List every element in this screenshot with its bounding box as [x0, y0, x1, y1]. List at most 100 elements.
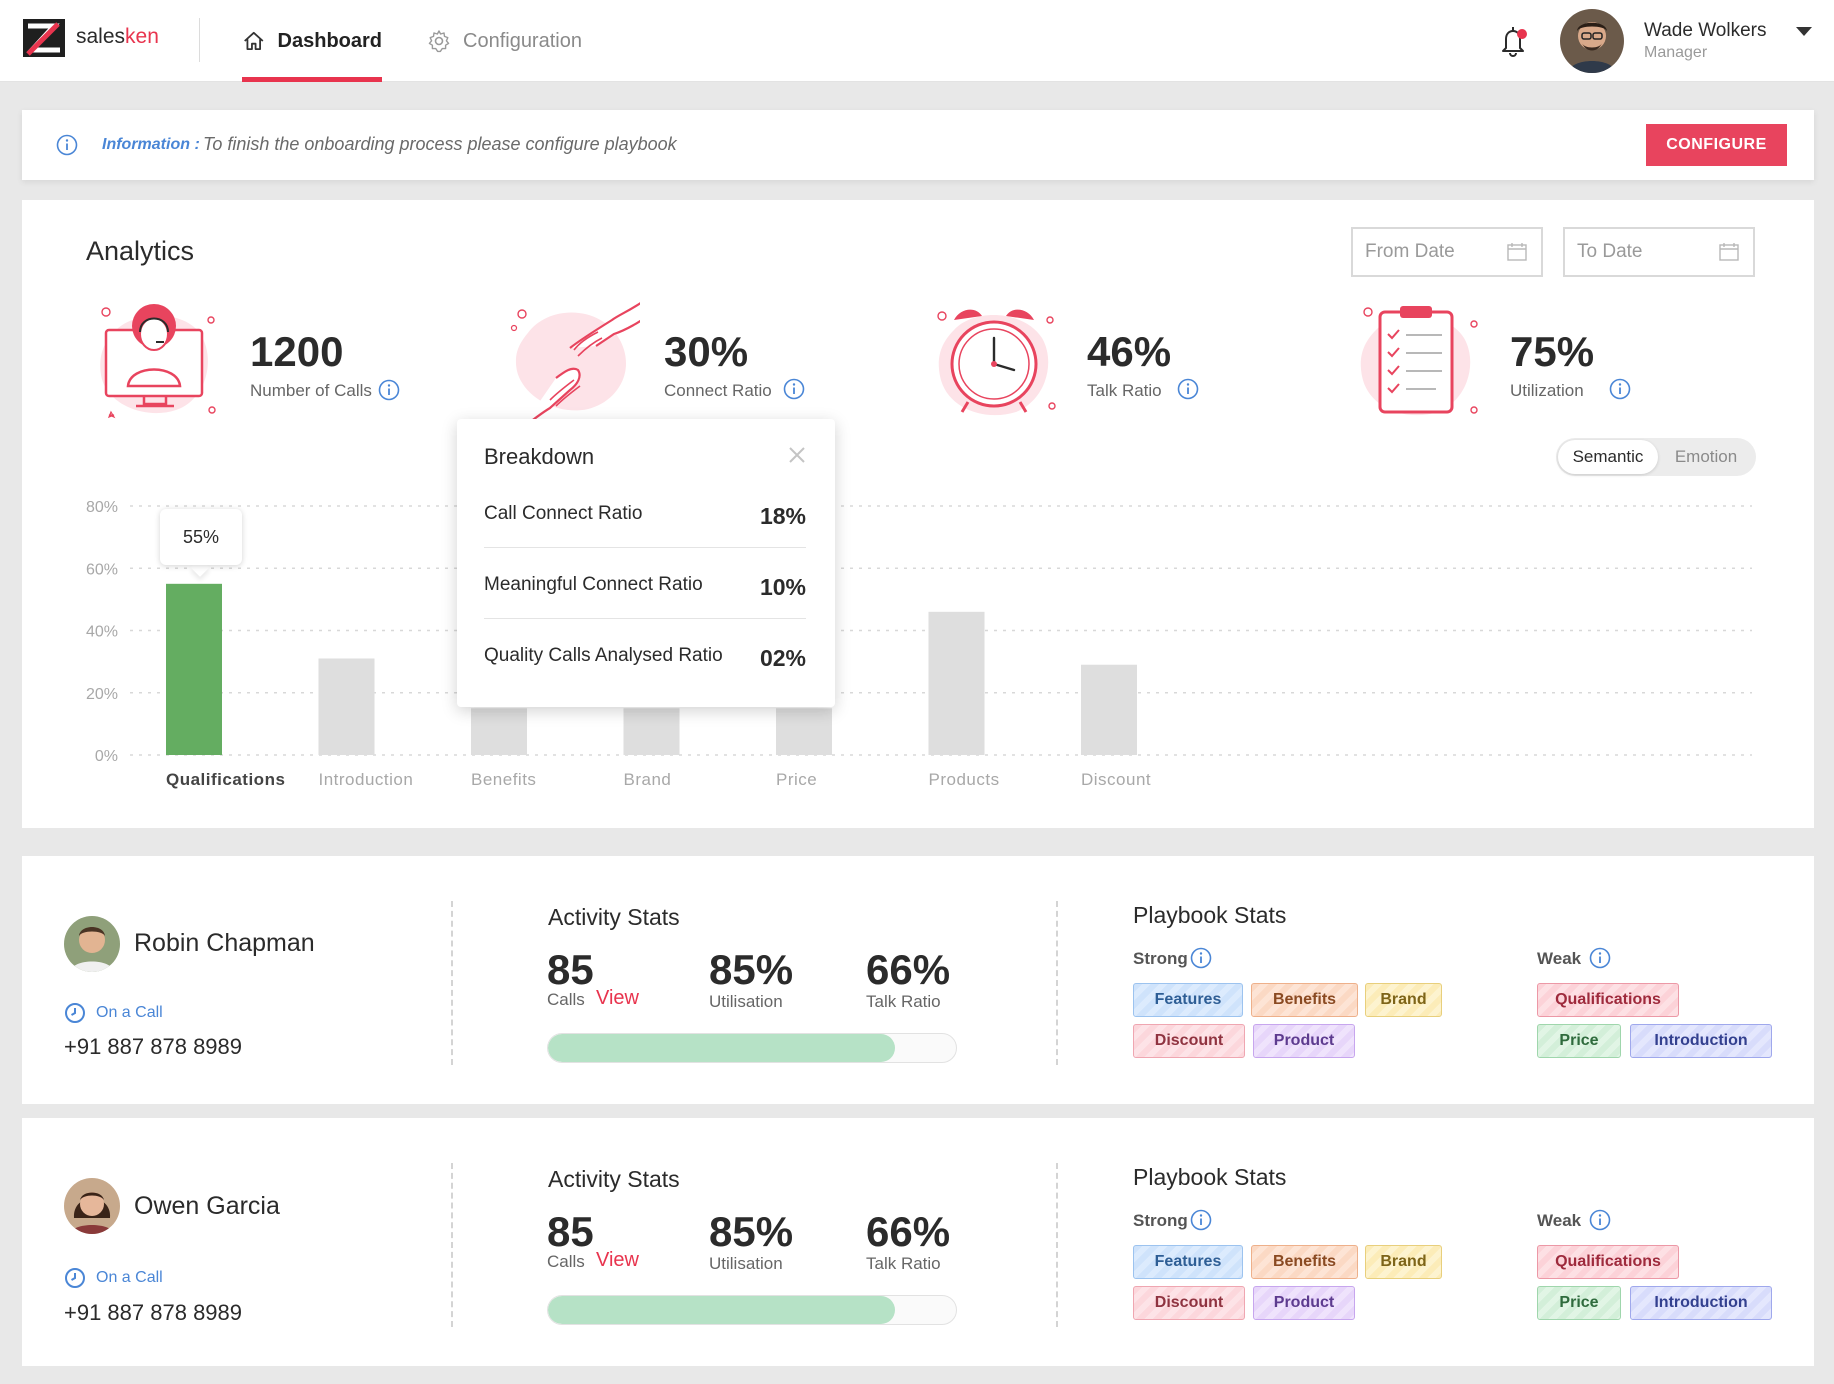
agent-phone: +91 887 878 8989 — [64, 1034, 243, 1059]
alarm-clock-illustration-icon — [937, 309, 1056, 416]
strong-tag[interactable]: Features — [1133, 983, 1243, 1017]
utilisation-label: Utilisation — [709, 1254, 783, 1273]
weak-tag[interactable]: Qualifications — [1537, 983, 1679, 1017]
user-role: Manager — [1644, 44, 1708, 61]
banner-message: To finish the onboarding process please … — [203, 134, 677, 154]
strong-tag[interactable]: Brand — [1365, 983, 1442, 1017]
strong-tag[interactable]: Brand — [1365, 1245, 1442, 1279]
breakdown-row-label: Call Connect Ratio — [484, 503, 643, 524]
section-divider — [451, 901, 453, 1065]
kpi-utilization-label: Utilization — [1510, 381, 1584, 400]
handshake-illustration-icon — [510, 302, 640, 430]
breakdown-row-label: Quality Calls Analysed Ratio — [484, 645, 723, 666]
brand-name-suffix: ken — [125, 25, 159, 48]
brand-name: salesken — [76, 25, 159, 49]
info-icon[interactable] — [1589, 947, 1611, 969]
calendar-icon[interactable] — [1507, 243, 1527, 261]
agent-avatar-image — [64, 916, 120, 972]
info-banner — [22, 110, 1814, 180]
utilisation-progress-bar — [547, 1033, 957, 1063]
strong-label: Strong — [1133, 1211, 1188, 1230]
info-icon[interactable] — [1177, 378, 1199, 400]
agent-phone: +91 887 878 8989 — [64, 1300, 243, 1325]
strong-tag[interactable]: Discount — [1133, 1286, 1245, 1320]
kpi-connect-label: Connect Ratio — [664, 381, 772, 400]
view-calls-link[interactable]: View — [596, 987, 639, 1009]
section-divider — [451, 1163, 453, 1327]
clock-icon — [65, 1003, 85, 1023]
user-name: Wade Wolkers — [1644, 20, 1767, 41]
tab-dashboard[interactable]: Dashboard — [242, 0, 382, 82]
strong-tag[interactable]: Product — [1253, 1024, 1355, 1058]
info-icon[interactable] — [1609, 378, 1631, 400]
top-bar — [0, 0, 1834, 82]
analytics-title: Analytics — [86, 236, 195, 266]
agent-avatar[interactable] — [64, 1178, 120, 1234]
strong-tag[interactable]: Benefits — [1251, 1245, 1358, 1279]
kpi-talk-ratio-value: 46% — [1087, 328, 1172, 375]
tab-configuration-label: Configuration — [463, 29, 582, 52]
agent-status: On a Call — [96, 1004, 163, 1021]
weak-tag[interactable]: Price — [1537, 1286, 1621, 1320]
breakdown-row-value: 10% — [759, 574, 806, 600]
weak-tag[interactable]: Introduction — [1630, 1286, 1772, 1320]
agent-avatar[interactable] — [64, 916, 120, 972]
weak-label: Weak — [1537, 949, 1582, 968]
utilisation-value: 85% — [709, 1208, 794, 1255]
breakdown-divider — [484, 618, 806, 619]
agent-status: On a Call — [96, 1269, 163, 1286]
calls-label: Calls — [547, 1252, 585, 1271]
analytics-card — [22, 200, 1814, 828]
section-divider — [1056, 901, 1058, 1065]
weak-tag[interactable]: Qualifications — [1537, 1245, 1679, 1279]
from-date-input[interactable] — [1351, 227, 1543, 277]
kpi-calls-label: Number of Calls — [250, 381, 372, 400]
to-date-input[interactable] — [1563, 227, 1755, 277]
weak-label: Weak — [1537, 1211, 1582, 1230]
user-menu-caret-icon[interactable] — [1796, 27, 1812, 36]
kpi-talk-ratio-label: Talk Ratio — [1087, 381, 1162, 400]
strong-tag[interactable]: Benefits — [1251, 983, 1358, 1017]
checklist-clipboard-illustration-icon — [1360, 306, 1478, 416]
user-avatar[interactable] — [1560, 9, 1624, 73]
calendar-icon[interactable] — [1719, 243, 1739, 261]
info-icon[interactable] — [378, 379, 400, 401]
strong-tag[interactable]: Product — [1253, 1286, 1355, 1320]
configure-button[interactable]: CONFIGURE — [1646, 124, 1787, 166]
call-agent-illustration-icon — [100, 304, 216, 419]
breakdown-divider — [484, 547, 806, 548]
activity-stats-title: Activity Stats — [548, 904, 680, 930]
kpi-calls-value: 1200 — [250, 328, 344, 375]
breakdown-row-value: 18% — [759, 503, 806, 529]
weak-tag[interactable]: Price — [1537, 1024, 1621, 1058]
tab-configuration[interactable]: Configuration — [427, 0, 582, 82]
utilisation-progress-bar — [547, 1295, 957, 1325]
brand-name-prefix: sales — [76, 25, 126, 48]
weak-tag[interactable]: Introduction — [1630, 1024, 1772, 1058]
toggle-semantic[interactable]: Semantic — [1558, 440, 1658, 474]
notification-bell-icon[interactable] — [1498, 24, 1530, 58]
utilisation-progress-fill — [548, 1296, 895, 1324]
agent-name: Owen Garcia — [134, 1192, 280, 1220]
info-icon[interactable] — [1589, 1209, 1611, 1231]
saleskin-logo-icon[interactable] — [22, 18, 66, 58]
close-icon[interactable] — [786, 444, 808, 466]
topbar-divider — [199, 18, 200, 62]
breakdown-popup — [457, 419, 835, 707]
breakdown-row-label: Meaningful Connect Ratio — [484, 574, 703, 595]
strong-tag[interactable]: Features — [1133, 1245, 1243, 1279]
strong-tag[interactable]: Discount — [1133, 1024, 1245, 1058]
utilisation-progress-fill — [548, 1034, 895, 1062]
activity-stats-title: Activity Stats — [548, 1166, 680, 1192]
section-divider — [1056, 1163, 1058, 1327]
calls-label: Calls — [547, 990, 585, 1009]
info-icon[interactable] — [783, 378, 805, 400]
gear-icon — [428, 30, 450, 53]
toggle-emotion[interactable]: Emotion — [1674, 447, 1738, 466]
view-calls-link[interactable]: View — [596, 1249, 639, 1271]
info-icon[interactable] — [1190, 947, 1212, 969]
info-icon — [56, 134, 78, 156]
banner-label: Information : — [102, 136, 200, 153]
info-icon[interactable] — [1190, 1209, 1212, 1231]
kpi-connect-value: 30% — [664, 328, 749, 375]
